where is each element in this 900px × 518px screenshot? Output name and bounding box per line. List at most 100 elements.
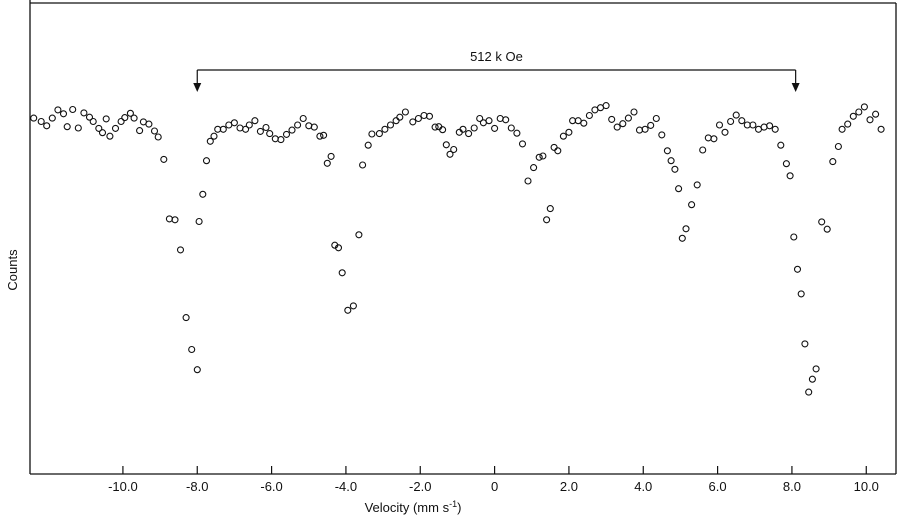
data-point	[320, 131, 328, 139]
x-tick-label: 4.0	[634, 479, 652, 494]
data-point	[812, 365, 820, 373]
data-point	[860, 103, 868, 111]
y-axis-label: Counts	[5, 249, 20, 291]
field-annotation: 512 k Oe	[193, 49, 800, 92]
data-point	[30, 114, 38, 122]
x-tick-label: -6.0	[260, 479, 282, 494]
data-point	[524, 177, 532, 185]
data-points	[30, 102, 885, 396]
data-point	[242, 125, 250, 133]
data-point	[266, 130, 274, 138]
x-tick-label: 0	[491, 479, 498, 494]
data-point	[294, 121, 302, 129]
data-point	[206, 137, 214, 145]
x-axis-label-main: Velocity (mm s	[365, 500, 450, 515]
data-point	[539, 152, 547, 160]
x-tick-label: 6.0	[709, 479, 727, 494]
data-point	[834, 142, 842, 151]
data-point	[877, 125, 885, 133]
data-point	[85, 113, 94, 121]
data-point	[624, 114, 632, 122]
data-point	[797, 290, 805, 298]
data-point	[710, 135, 718, 143]
data-point	[414, 114, 422, 123]
data-point	[721, 128, 729, 136]
data-point	[442, 141, 450, 149]
data-point	[288, 126, 296, 134]
data-point	[130, 114, 138, 122]
data-point	[470, 124, 478, 132]
data-point	[675, 185, 683, 193]
x-tick-label: -8.0	[186, 479, 208, 494]
data-point	[136, 127, 144, 135]
data-point	[507, 124, 515, 132]
data-point	[160, 155, 168, 163]
data-point	[48, 114, 56, 122]
data-point	[95, 124, 103, 132]
data-point	[334, 244, 343, 252]
data-point	[476, 114, 484, 123]
x-tick-label: 8.0	[783, 479, 801, 494]
data-point	[409, 118, 417, 126]
data-point	[117, 117, 125, 126]
data-point	[518, 140, 527, 148]
data-point	[671, 165, 679, 173]
x-axis-label-close: )	[457, 500, 461, 515]
data-point	[381, 125, 389, 133]
x-axis-label: Velocity (mm s-1)	[365, 499, 462, 515]
data-point	[550, 143, 558, 151]
data-point	[782, 160, 790, 168]
data-point	[431, 123, 439, 131]
x-tick-label: -4.0	[335, 479, 357, 494]
data-point	[171, 216, 179, 224]
data-point	[849, 112, 857, 120]
data-point	[459, 125, 467, 133]
data-point	[844, 120, 852, 128]
data-point	[688, 201, 696, 209]
data-point	[188, 345, 196, 354]
data-point	[349, 302, 357, 310]
data-point	[282, 130, 291, 138]
data-point	[182, 314, 190, 322]
data-point	[202, 157, 211, 165]
data-point	[704, 134, 712, 142]
data-point	[271, 135, 279, 143]
data-point	[74, 124, 82, 132]
data-point	[256, 127, 264, 135]
x-tick-labels: -10.0 -8.0 -6.0 -4.0 -2.0 0 2.0 4.0 6.0 8.0 10.0	[108, 479, 879, 494]
data-point	[323, 159, 331, 167]
data-point	[818, 218, 826, 226]
data-point	[59, 110, 68, 118]
data-point	[37, 117, 45, 126]
data-point	[613, 123, 621, 131]
data-point	[485, 117, 493, 125]
data-point	[310, 123, 318, 131]
data-point	[808, 375, 816, 383]
annotation-label: 512 k Oe	[470, 49, 523, 64]
data-point	[786, 172, 794, 180]
data-point	[446, 150, 454, 158]
data-point	[554, 147, 562, 155]
data-point	[647, 121, 655, 129]
data-point	[386, 121, 395, 129]
data-point	[89, 117, 97, 126]
data-point	[145, 120, 153, 128]
data-point	[693, 181, 701, 189]
data-point	[801, 340, 809, 348]
data-point	[210, 132, 218, 140]
data-point	[364, 141, 372, 149]
data-point	[450, 145, 458, 154]
data-point	[439, 126, 447, 134]
data-point	[777, 141, 785, 149]
data-point	[392, 117, 400, 125]
data-point	[344, 306, 352, 314]
data-point	[855, 108, 863, 116]
data-point	[251, 117, 259, 125]
data-point	[54, 106, 62, 114]
data-point	[69, 105, 77, 114]
data-point	[230, 119, 238, 127]
data-point	[277, 136, 285, 144]
x-tick-label: -10.0	[108, 479, 138, 494]
data-point	[316, 132, 324, 140]
data-point	[829, 158, 837, 166]
